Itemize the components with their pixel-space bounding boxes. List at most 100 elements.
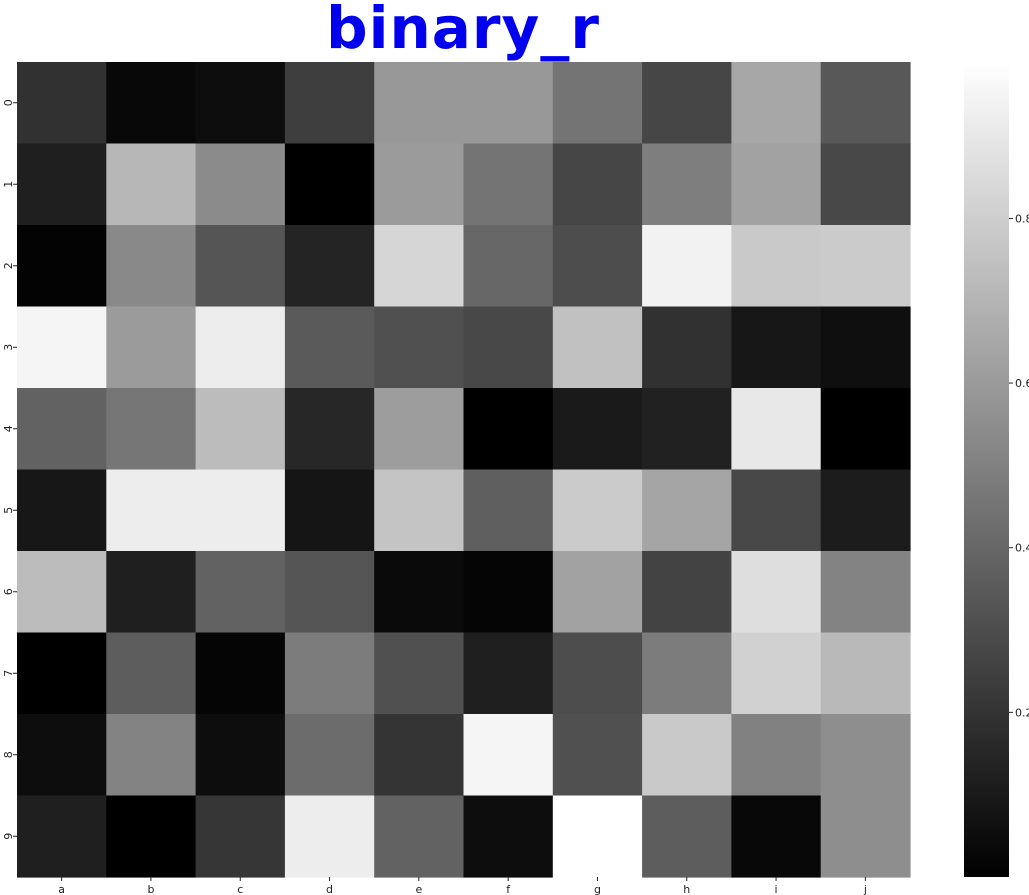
- heatmap-cell-8-h: [642, 714, 732, 797]
- heatmap-cell-1-g: [552, 143, 643, 226]
- heatmap-cell-2-c: [195, 225, 286, 308]
- heatmap-cell-3-i: [731, 306, 822, 389]
- heatmap-cell-7-a: [17, 632, 107, 715]
- heatmap-cell-4-c: [195, 388, 286, 471]
- heatmap-cell-5-f: [463, 469, 554, 552]
- heatmap-cell-5-g: [552, 469, 643, 552]
- heatmap-cell-8-e: [374, 714, 465, 797]
- heatmap-cell-5-j: [820, 469, 911, 552]
- heatmap-cell-4-i: [731, 388, 822, 471]
- heatmap-cell-6-b: [106, 551, 197, 634]
- heatmap-cell-0-c: [195, 62, 286, 145]
- y-tick-label: 4: [2, 425, 15, 432]
- heatmap-cell-1-e: [374, 143, 465, 226]
- heatmap-cell-5-e: [374, 469, 465, 552]
- heatmap-cell-4-a: [17, 388, 107, 471]
- heatmap-cell-3-j: [820, 306, 911, 389]
- colorbar-tick-label: 0.2: [1015, 706, 1029, 719]
- chart-title: binary_r: [326, 0, 600, 62]
- colorbar: [964, 62, 1009, 877]
- y-tick-label: 0: [2, 99, 15, 106]
- heatmap-cell-1-i: [731, 143, 822, 226]
- heatmap-cell-1-d: [284, 143, 375, 226]
- heatmap-cell-3-e: [374, 306, 465, 389]
- heatmap-cell-8-b: [106, 714, 197, 797]
- heatmap-cell-3-d: [284, 306, 375, 389]
- heatmap-cell-4-g: [552, 388, 643, 471]
- heatmap-cell-1-f: [463, 143, 554, 226]
- heatmap-cell-3-a: [17, 306, 107, 389]
- y-tick-label: 3: [2, 344, 15, 351]
- heatmap-cell-6-i: [731, 551, 822, 634]
- heatmap-cell-0-j: [820, 62, 911, 145]
- heatmap-cell-5-d: [284, 469, 375, 552]
- heatmap-cell-6-a: [17, 551, 107, 634]
- colorbar-tick-label: 0.4: [1015, 542, 1029, 555]
- heatmap-cell-9-g: [552, 795, 643, 878]
- x-tick-label: g: [594, 883, 601, 895]
- heatmap-cell-5-i: [731, 469, 822, 552]
- heatmap-cell-6-c: [195, 551, 286, 634]
- heatmap-cell-9-c: [195, 795, 286, 878]
- colorbar-tick-label: 0.6: [1015, 377, 1029, 390]
- x-tick-label: e: [415, 883, 422, 895]
- heatmap-cell-2-d: [284, 225, 375, 308]
- heatmap-cell-4-h: [642, 388, 732, 471]
- heatmap-cell-9-i: [731, 795, 822, 878]
- heatmap-cell-3-h: [642, 306, 732, 389]
- heatmap-cell-6-d: [284, 551, 375, 634]
- heatmap-cell-3-c: [195, 306, 286, 389]
- heatmap-cell-7-c: [195, 632, 286, 715]
- heatmap-cells: [17, 62, 911, 878]
- heatmap-cell-1-h: [642, 143, 732, 226]
- heatmap-cell-9-e: [374, 795, 465, 878]
- heatmap-cell-7-j: [820, 632, 911, 715]
- heatmap-cell-4-j: [820, 388, 911, 471]
- heatmap-cell-1-j: [820, 143, 911, 226]
- y-tick-label: 1: [2, 181, 15, 188]
- heatmap-cell-4-d: [284, 388, 375, 471]
- x-tick-label: i: [775, 883, 778, 895]
- x-tick-label: j: [863, 883, 867, 895]
- heatmap-cell-7-i: [731, 632, 822, 715]
- heatmap-cell-4-e: [374, 388, 465, 471]
- heatmap-cell-9-h: [642, 795, 732, 878]
- y-tick-label: 7: [2, 670, 15, 677]
- heatmap-cell-2-i: [731, 225, 822, 308]
- heatmap-cell-7-b: [106, 632, 197, 715]
- heatmap-cell-6-e: [374, 551, 465, 634]
- x-tick-label: a: [58, 883, 65, 895]
- heatmap-cell-1-c: [195, 143, 286, 226]
- y-tick-label: 8: [2, 751, 15, 758]
- x-tick-label: h: [683, 883, 690, 895]
- heatmap-cell-8-d: [284, 714, 375, 797]
- y-tick-label: 9: [2, 833, 15, 840]
- x-tick-label: f: [506, 883, 511, 895]
- heatmap-cell-0-i: [731, 62, 822, 145]
- heatmap-cell-6-g: [552, 551, 643, 634]
- heatmap-cell-0-a: [17, 62, 107, 145]
- y-tick-label: 6: [2, 588, 15, 595]
- heatmap-cell-6-h: [642, 551, 732, 634]
- y-axis: 0 1 2 3 4 5 6 7 8 9: [2, 99, 17, 840]
- heatmap-cell-3-b: [106, 306, 197, 389]
- heatmap-cell-8-a: [17, 714, 107, 797]
- heatmap-cell-4-f: [463, 388, 554, 471]
- x-axis: a b c d e f g h i j: [58, 877, 867, 895]
- heatmap-cell-7-h: [642, 632, 732, 715]
- heatmap-cell-7-g: [552, 632, 643, 715]
- heatmap-cell-3-g: [552, 306, 643, 389]
- heatmap-cell-8-f: [463, 714, 554, 797]
- heatmap-cell-9-a: [17, 795, 107, 878]
- heatmap-cell-4-b: [106, 388, 197, 471]
- heatmap-cell-9-d: [284, 795, 375, 878]
- heatmap-cell-2-b: [106, 225, 197, 308]
- colorbar-tick-label: 0.8: [1015, 212, 1029, 225]
- heatmap-cell-6-f: [463, 551, 554, 634]
- heatmap-cell-8-j: [820, 714, 911, 797]
- heatmap-cell-2-g: [552, 225, 643, 308]
- heatmap-cell-7-d: [284, 632, 375, 715]
- heatmap-cell-8-i: [731, 714, 822, 797]
- heatmap-cell-0-f: [463, 62, 554, 145]
